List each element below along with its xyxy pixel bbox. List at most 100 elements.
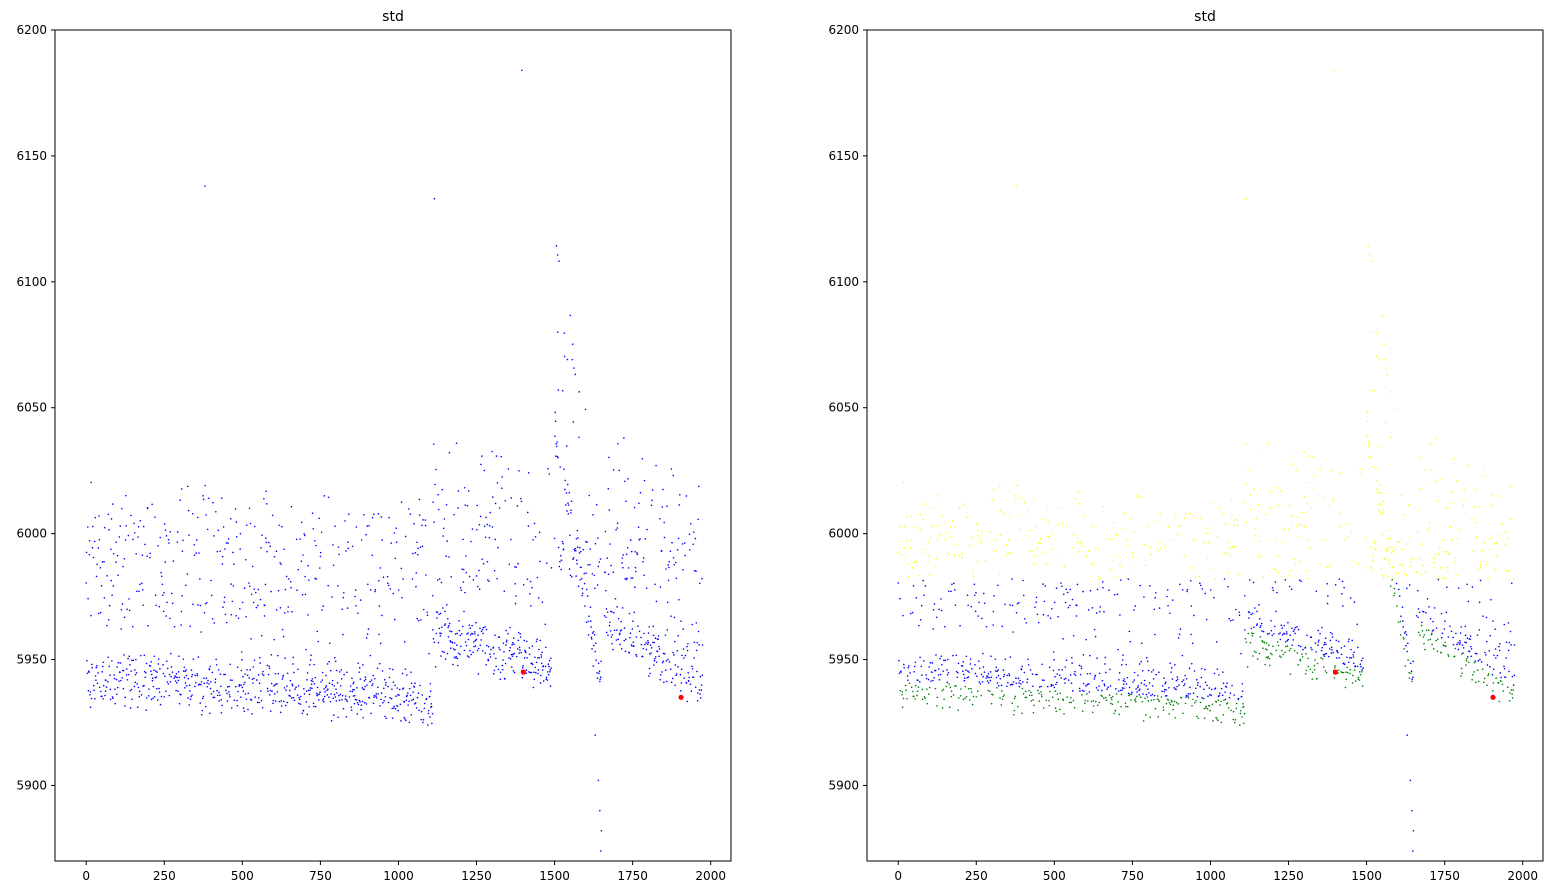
scatter-point — [430, 703, 433, 705]
scatter-point — [1371, 560, 1373, 563]
scatter-point — [940, 609, 943, 612]
scatter-point — [521, 676, 524, 679]
scatter-point — [185, 685, 188, 687]
scatter-point — [435, 632, 438, 635]
scatter-point — [339, 685, 342, 687]
scatter-point — [658, 655, 660, 658]
scatter-point — [86, 672, 89, 675]
scatter-point — [132, 659, 135, 662]
scatter-point — [100, 585, 103, 587]
scatter-point — [476, 649, 479, 652]
scatter-point — [1232, 619, 1234, 621]
scatter-point — [1462, 504, 1465, 507]
scatter-point — [1284, 641, 1287, 643]
scatter-point — [1444, 620, 1446, 623]
scatter-point — [689, 683, 692, 686]
scatter-point — [1238, 614, 1241, 617]
scatter-point — [449, 630, 451, 632]
scatter-point — [355, 699, 358, 701]
scatter-point — [470, 653, 473, 656]
scatter-point — [258, 682, 261, 685]
scatter-point — [1408, 677, 1411, 679]
scatter-point — [105, 679, 107, 682]
scatter-point — [99, 611, 102, 614]
scatter-point — [1200, 516, 1202, 519]
scatter-point — [651, 499, 653, 502]
scatter-point — [1393, 592, 1396, 595]
scatter-point — [1306, 634, 1308, 637]
scatter-point — [528, 671, 530, 673]
scatter-point — [453, 513, 455, 516]
scatter-point — [913, 695, 915, 698]
scatter-point — [1141, 700, 1144, 703]
scatter-point — [359, 678, 362, 680]
scatter-point — [308, 693, 311, 696]
scatter-point — [277, 672, 280, 675]
scatter-point — [1328, 655, 1330, 658]
scatter-point — [126, 668, 128, 670]
scatter-point — [1079, 690, 1081, 692]
scatter-point — [189, 625, 191, 628]
scatter-point — [548, 659, 551, 662]
scatter-point — [1153, 698, 1155, 701]
scatter-point — [154, 676, 157, 679]
scatter-point — [1125, 705, 1127, 708]
scatter-point — [175, 689, 177, 692]
x-tick-label: 500 — [1043, 869, 1066, 883]
scatter-point — [206, 528, 209, 531]
scatter-point — [1133, 609, 1135, 611]
scatter-point — [1447, 653, 1449, 656]
scatter-point — [1083, 690, 1085, 693]
scatter-point — [355, 604, 357, 607]
scatter-point — [345, 550, 347, 552]
scatter-point — [1354, 680, 1357, 682]
scatter-point — [1081, 710, 1084, 712]
scatter-point — [610, 611, 613, 613]
scatter-point — [968, 699, 971, 701]
scatter-point — [1295, 469, 1298, 472]
scatter-point — [1152, 669, 1155, 671]
scatter-point — [216, 694, 219, 697]
scatter-point — [191, 694, 193, 696]
scatter-point — [1411, 678, 1413, 680]
scatter-point — [1163, 677, 1165, 679]
scatter-point — [422, 608, 425, 611]
scatter-point — [607, 487, 610, 490]
scatter-point — [987, 672, 990, 675]
scatter-point — [185, 674, 188, 677]
scatter-point — [1139, 584, 1142, 587]
scatter-point — [953, 589, 956, 591]
scatter-point — [90, 614, 92, 617]
scatter-point — [1337, 640, 1340, 643]
scatter-point — [494, 538, 497, 541]
scatter-point — [1047, 535, 1050, 538]
scatter-point — [464, 591, 466, 594]
scatter-point — [676, 650, 679, 652]
scatter-point — [519, 636, 522, 638]
scatter-point — [1136, 691, 1138, 693]
scatter-point — [1508, 641, 1511, 644]
scatter-point — [1350, 656, 1353, 659]
scatter-point — [660, 549, 663, 552]
scatter-point — [1109, 668, 1111, 671]
scatter-point — [558, 260, 560, 262]
scatter-point — [476, 528, 478, 531]
scatter-point — [670, 615, 672, 617]
scatter-point — [985, 677, 988, 679]
scatter-point — [1406, 734, 1408, 736]
scatter-point — [366, 684, 368, 686]
scatter-point — [550, 657, 552, 660]
scatter-point — [932, 628, 934, 630]
scatter-point — [699, 697, 702, 699]
scatter-point — [429, 690, 432, 693]
scatter-point — [1508, 670, 1510, 673]
scatter-point — [694, 537, 697, 540]
scatter-point — [1039, 542, 1041, 544]
scatter-point — [1167, 699, 1170, 701]
scatter-point — [666, 628, 669, 631]
scatter-point — [178, 676, 181, 679]
scatter-point — [249, 522, 252, 525]
scatter-point — [989, 690, 991, 692]
scatter-point — [220, 497, 223, 499]
scatter-point — [950, 690, 953, 693]
